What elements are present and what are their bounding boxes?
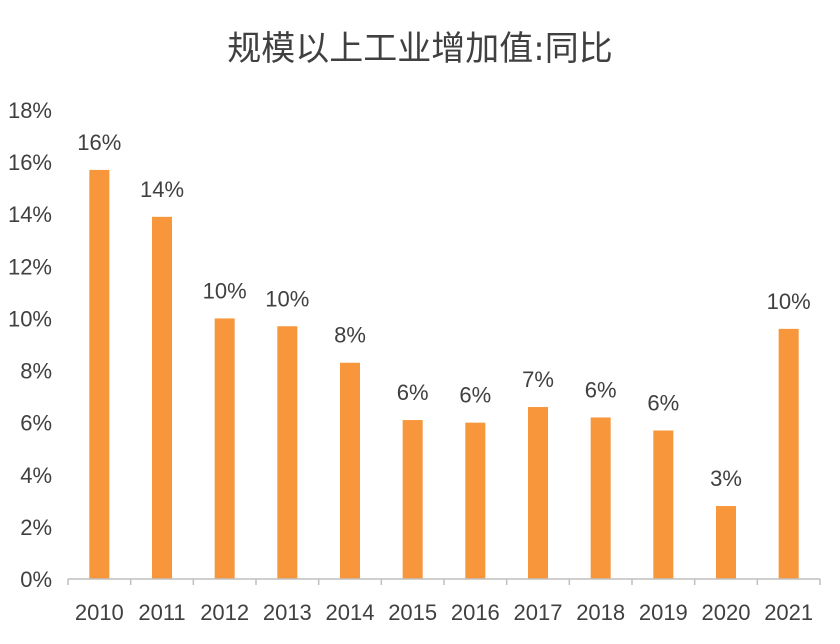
y-tick-label: 0%: [20, 567, 52, 592]
data-label-2015: 6%: [397, 380, 429, 405]
x-tick-label: 2016: [451, 600, 500, 625]
y-tick-label: 4%: [20, 463, 52, 488]
data-label-2013: 10%: [265, 286, 309, 311]
data-label-2020: 3%: [710, 466, 742, 491]
bar-2015: [402, 420, 423, 579]
x-tick-label: 2010: [75, 600, 124, 625]
bar-2021: [778, 328, 799, 579]
bar-2012: [214, 318, 235, 579]
y-tick-label: 8%: [20, 359, 52, 384]
data-label-2010: 16%: [77, 130, 121, 155]
x-tick-label: 2014: [326, 600, 375, 625]
x-axis-ticks: 2010 2011 2012 2013 2014 2015 2016 2017 2018 2019…: [67, 579, 821, 625]
x-tick-label: 2021: [764, 600, 813, 625]
bar-2017: [528, 407, 548, 579]
data-label-2017: 7%: [522, 367, 554, 392]
y-tick-label: 18%: [8, 98, 52, 123]
data-labels: 16% 14% 10% 10% 8% 6% 6% 7% 6% 6% 3% 10%: [77, 130, 810, 491]
y-tick-label: 6%: [20, 411, 52, 436]
data-label-2019: 6%: [647, 390, 679, 415]
bar-2016: [465, 422, 486, 579]
chart-title: 规模以上工业增加值:同比: [227, 29, 612, 69]
data-label-2016: 6%: [459, 383, 491, 408]
bars: [89, 169, 799, 580]
bar-2018: [590, 417, 611, 579]
y-tick-label: 16%: [8, 150, 52, 175]
bar-2019: [653, 430, 674, 579]
bar-2013: [277, 326, 298, 579]
bar-2014: [340, 362, 360, 579]
x-tick-label: 2011: [138, 600, 185, 625]
x-tick-label: 2020: [702, 600, 751, 625]
data-label-2018: 6%: [585, 377, 617, 402]
y-axis-ticks: 0% 2% 4% 6% 8% 10% 12% 14% 16% 18%: [8, 98, 52, 592]
bar-2020: [716, 506, 736, 579]
y-tick-label: 12%: [8, 254, 52, 279]
data-label-2011: 14%: [140, 177, 184, 202]
y-tick-label: 2%: [20, 515, 52, 540]
bar-2010: [89, 169, 110, 579]
x-tick-label: 2017: [514, 600, 563, 625]
y-tick-label: 14%: [8, 202, 52, 227]
data-label-2014: 8%: [334, 323, 366, 348]
bar-2011: [152, 216, 172, 580]
x-tick-label: 2015: [388, 600, 437, 625]
x-tick-label: 2013: [263, 600, 312, 625]
data-label-2012: 10%: [203, 278, 247, 303]
x-tick-label: 2012: [200, 600, 249, 625]
y-tick-label: 10%: [8, 306, 52, 331]
x-tick-label: 2018: [576, 600, 625, 625]
x-tick-label: 2019: [639, 600, 688, 625]
data-label-2021: 10%: [767, 289, 811, 314]
